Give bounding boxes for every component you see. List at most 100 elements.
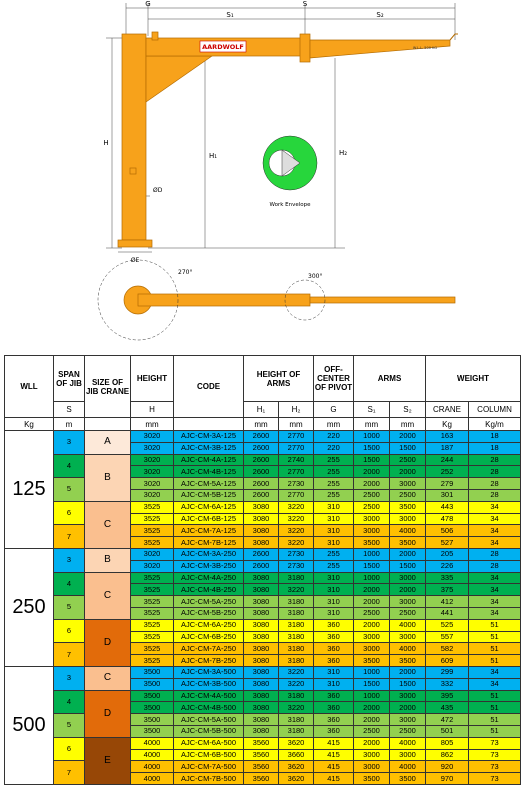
h1: 2600 (243, 547, 279, 561)
crane-weight: 970 (425, 772, 470, 785)
dim-e: ØE (131, 257, 140, 264)
h1: 2600 (243, 430, 279, 443)
s1: 2000 (353, 583, 391, 597)
size: D (84, 689, 131, 738)
s1: 1000 (353, 689, 391, 703)
column-weight: 34 (468, 512, 522, 526)
span: 5 (53, 477, 85, 502)
code: AJC-CM-5B-250 (173, 606, 244, 620)
height: 4000 (130, 760, 174, 774)
s2: 4000 (389, 736, 427, 750)
column-weight: 73 (468, 748, 522, 762)
symbol: S₁ (353, 401, 391, 418)
code: AJC-CM-7B-500 (173, 772, 244, 785)
header: HEIGHT OF ARMS (242, 355, 315, 402)
s1: 1000 (353, 571, 391, 585)
h2: 3220 (277, 512, 315, 526)
h2: 3220 (277, 536, 315, 549)
height: 3525 (130, 642, 174, 656)
s1: 1000 (353, 547, 391, 561)
g: 310 (313, 571, 355, 585)
s2: 1500 (389, 559, 427, 573)
crane-weight: 163 (425, 430, 470, 443)
size: C (84, 665, 131, 691)
g: 360 (313, 642, 355, 656)
table-row: 250 3 B 3020 AJC-CM-3A-250 2600 2730 255 1000 200… (4, 547, 522, 667)
s1: 3000 (353, 760, 391, 774)
s1: 2500 (353, 606, 391, 620)
crane-weight: 582 (425, 642, 470, 656)
column-weight: 73 (468, 772, 522, 785)
height: 3500 (130, 677, 174, 691)
height: 3020 (130, 488, 174, 502)
crane-weight: 301 (425, 488, 470, 502)
span: 7 (53, 760, 85, 785)
height: 3500 (130, 701, 174, 715)
h1: 3080 (243, 536, 279, 549)
unit: Kg/m (468, 417, 522, 431)
s1: 3000 (353, 630, 391, 644)
span: 6 (53, 500, 85, 526)
s2: 2500 (389, 606, 427, 620)
s2: 2500 (389, 724, 427, 738)
unit (173, 417, 244, 431)
crane-weight: 525 (425, 618, 470, 632)
table-row: 3020 AJC-CM-5B-125 2600 2770 255 2500 2500 301 2… (5, 488, 522, 502)
s1: 1000 (353, 665, 391, 679)
s1: 3500 (353, 654, 391, 667)
s1: 2000 (353, 595, 391, 608)
g: 255 (313, 547, 355, 561)
size: C (84, 571, 131, 620)
h2: 3180 (277, 713, 315, 726)
code: AJC-CM-4A-125 (173, 453, 244, 467)
table-row: 6 D 3525 AJC-CM-6A-250 3080 3180 360 2000 4000 52… (5, 618, 522, 667)
code: AJC-CM-5B-125 (173, 488, 244, 502)
h2: 3180 (277, 630, 315, 644)
unit: mm (277, 417, 315, 431)
g: 360 (313, 618, 355, 632)
table-row: 3500 AJC-CM-3B-500 3080 3220 310 1500 1500 332 3… (5, 677, 522, 691)
h2: 3180 (277, 654, 315, 667)
g: 415 (313, 748, 355, 762)
unit: Kg (425, 417, 470, 431)
s2: 1500 (389, 441, 427, 455)
g: 415 (313, 772, 355, 785)
height: 4000 (130, 748, 174, 762)
dim-g: G (145, 0, 150, 8)
crane-weight: 252 (425, 465, 470, 479)
height: 3525 (130, 500, 174, 514)
code: AJC-CM-6B-500 (173, 748, 244, 762)
s2: 3000 (389, 748, 427, 762)
height: 3020 (130, 465, 174, 479)
crane-weight: 506 (425, 524, 470, 538)
height: 3020 (130, 430, 174, 443)
s2: 2500 (389, 453, 427, 467)
h1: 3080 (243, 618, 279, 632)
header: SPAN OF JIB (53, 355, 85, 402)
table-row: 5 3525 AJC-CM-5A-250 3080 3180 310 2000 3000 412… (5, 595, 522, 620)
column-weight: 28 (468, 477, 522, 490)
g: 415 (313, 736, 355, 750)
s1: 2000 (353, 713, 391, 726)
h2: 3220 (277, 524, 315, 538)
g: 360 (313, 689, 355, 703)
h1: 2600 (243, 488, 279, 502)
s1: 1500 (353, 453, 391, 467)
rotation-label: 300° (308, 273, 322, 280)
crane-weight: 332 (425, 677, 470, 691)
column-weight: 51 (468, 642, 522, 656)
h1: 3080 (243, 571, 279, 585)
h1: 3080 (243, 665, 279, 679)
s2: 3000 (389, 595, 427, 608)
h2: 3620 (277, 772, 315, 785)
crane-weight: 862 (425, 748, 470, 762)
code: AJC-CM-3A-250 (173, 547, 244, 561)
table-row: 3020 AJC-CM-3B-125 2600 2770 220 1500 1500 187 1… (5, 441, 522, 455)
span: 4 (53, 453, 85, 479)
crane-weight: 335 (425, 571, 470, 585)
dim-s2: S₂ (376, 11, 383, 19)
crane-weight: 244 (425, 453, 470, 467)
table-body: 125 3 A 3020 AJC-CM-3A-125 2600 2770 220 1000 200… (4, 430, 522, 785)
code: AJC-CM-5B-500 (173, 724, 244, 738)
g: 310 (313, 500, 355, 514)
